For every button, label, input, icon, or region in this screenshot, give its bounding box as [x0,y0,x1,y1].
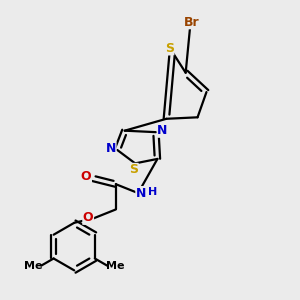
Text: Me: Me [106,261,125,271]
Text: S: S [129,164,138,176]
Text: N: N [136,187,146,200]
Text: H: H [148,187,158,197]
Text: Me: Me [24,261,42,271]
Text: N: N [157,124,168,137]
Text: Br: Br [184,16,200,29]
Text: N: N [106,142,116,155]
Text: O: O [81,170,92,183]
Text: S: S [165,42,174,55]
Text: O: O [83,211,94,224]
